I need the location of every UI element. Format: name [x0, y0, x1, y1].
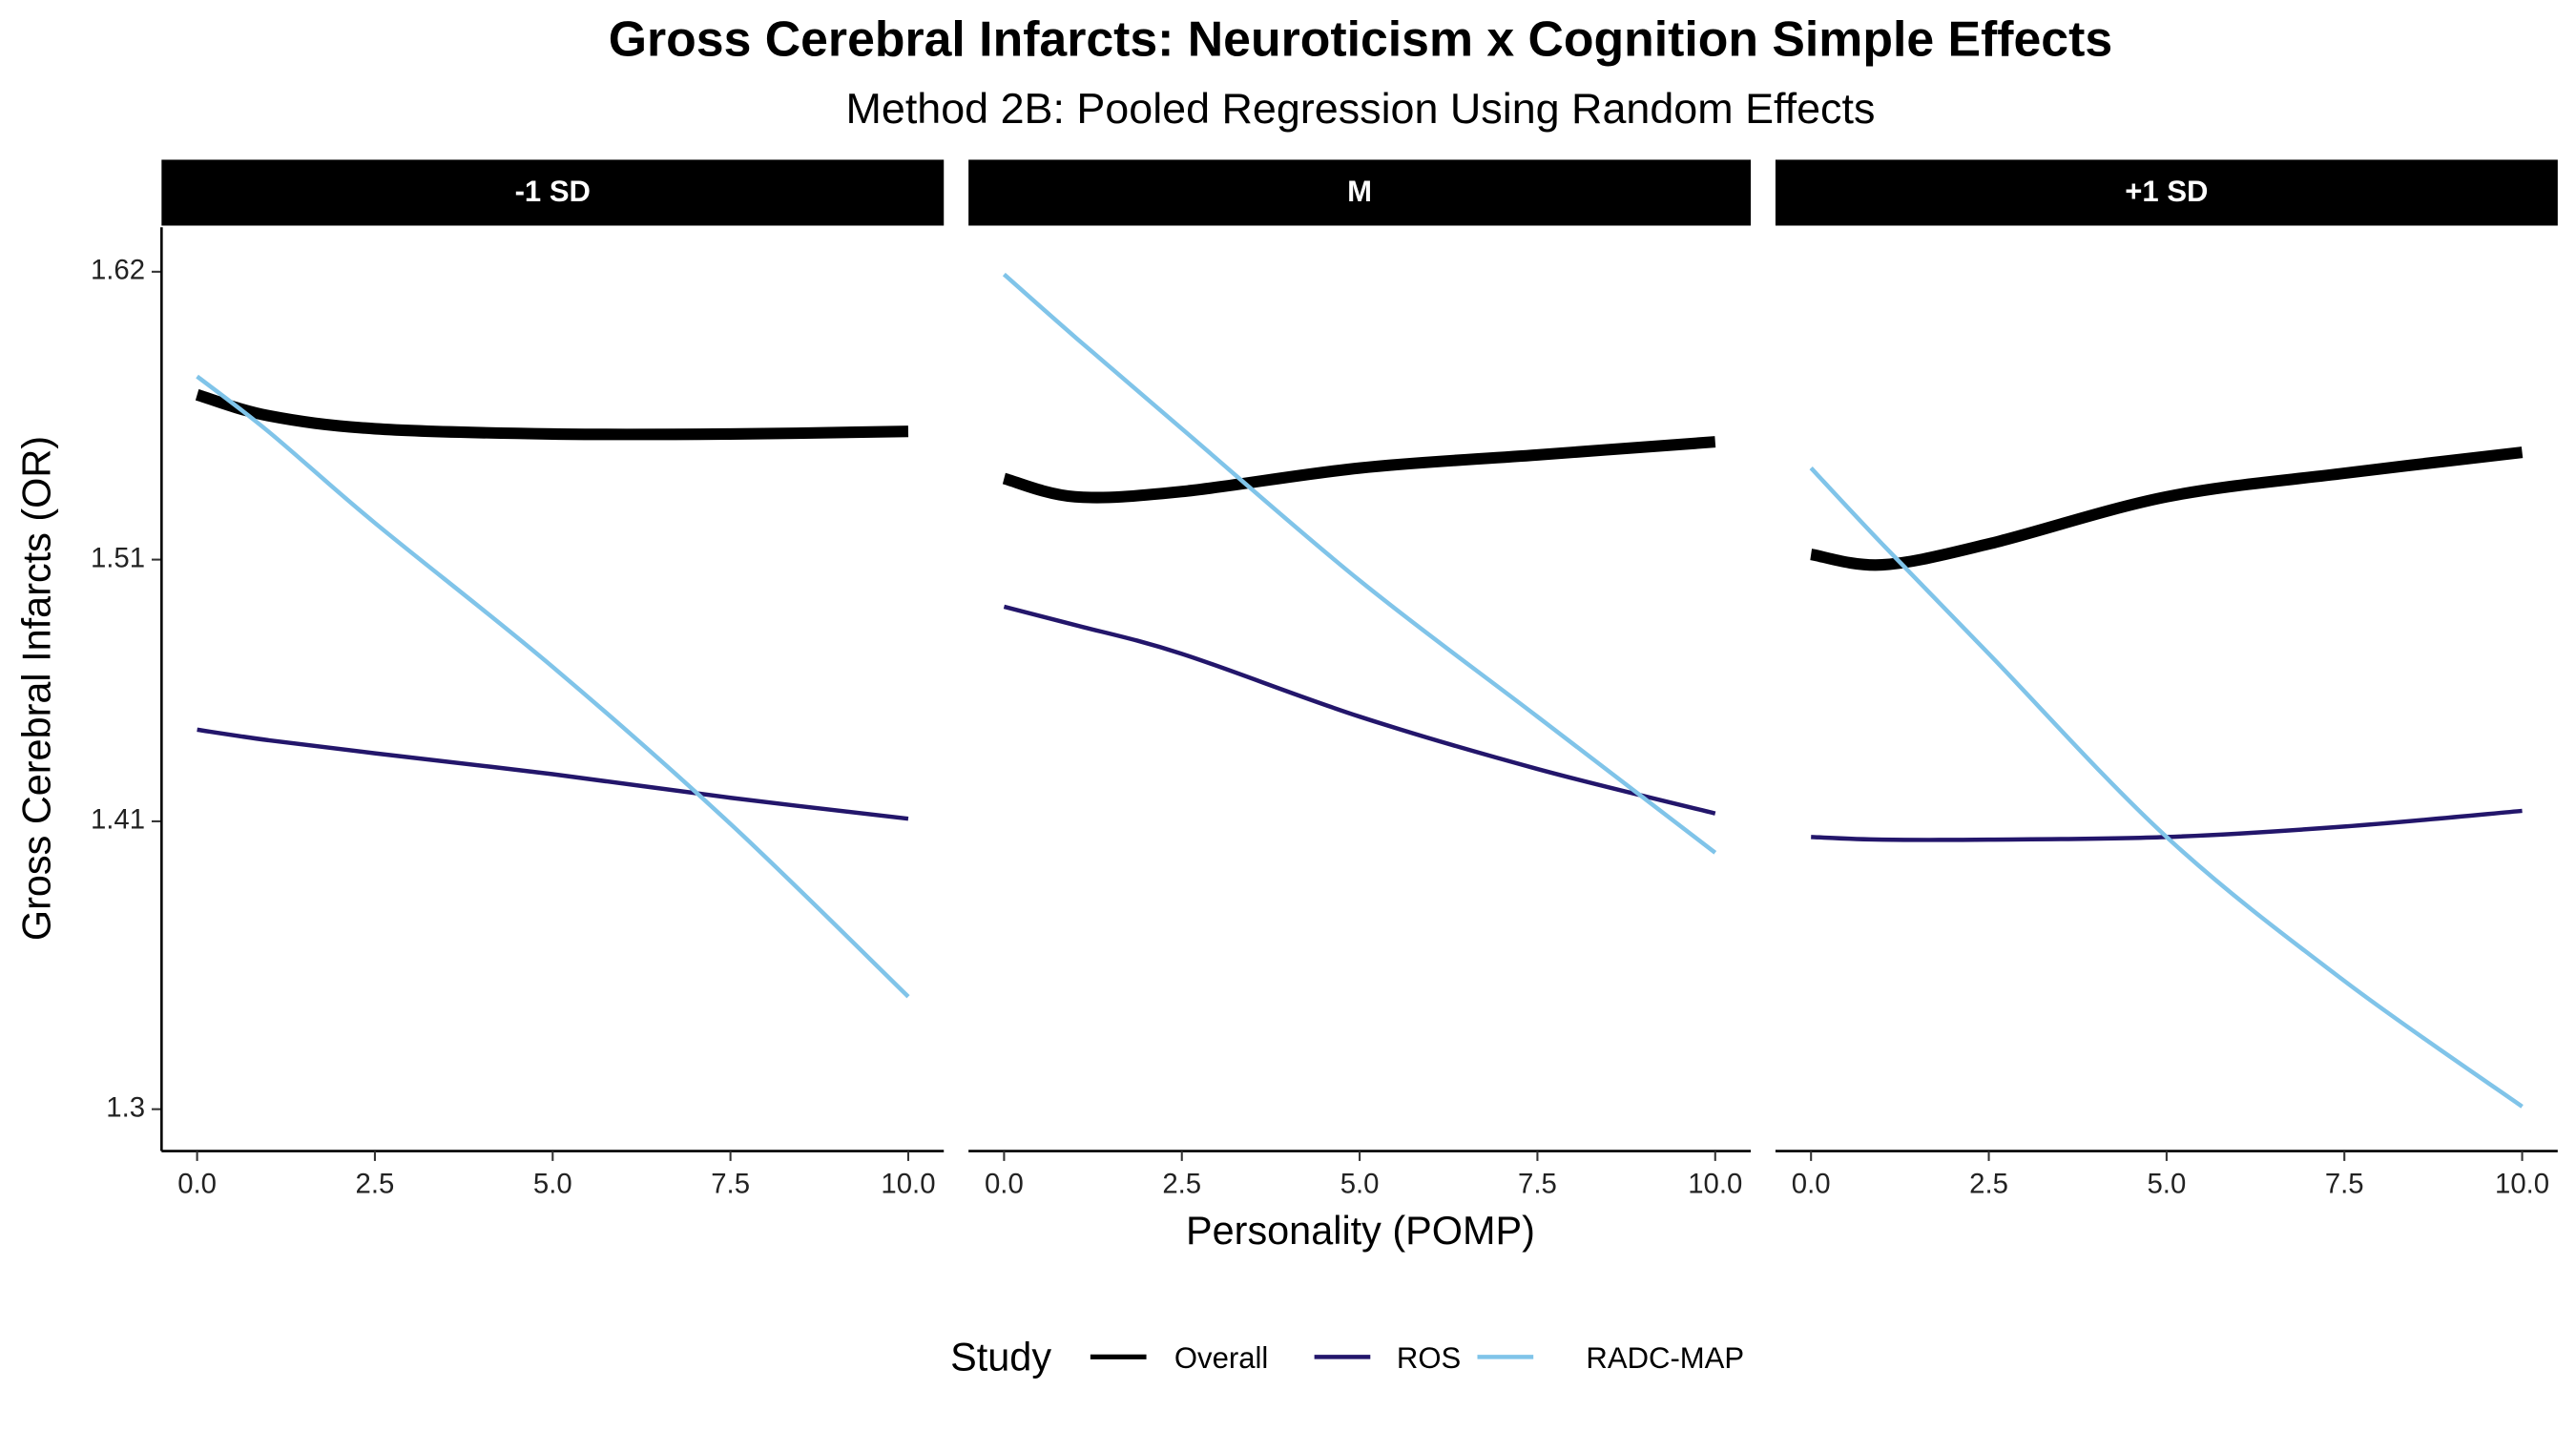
series-line	[196, 374, 910, 999]
legend-title: Study	[950, 1336, 1051, 1379]
strip-label: -1 SD	[515, 175, 591, 208]
x-tick-label: 7.5	[711, 1169, 750, 1200]
chart-subtitle: Method 2B: Pooled Regression Using Rando…	[846, 84, 1876, 133]
panel: M 0.0 2.5 5.0 7.5 10.0	[968, 159, 1752, 1200]
y-tick-label: 1.41	[91, 804, 145, 836]
series-line	[1811, 808, 2523, 842]
panel: -1 SD 0.0 2.5 5.0 7.5 10.0	[161, 159, 945, 1200]
series-line	[1003, 604, 1716, 816]
x-tick-label: 7.5	[2325, 1169, 2364, 1200]
strip-label: +1 SD	[2125, 175, 2208, 208]
chart-title: Gross Cerebral Infarcts: Neuroticism x C…	[609, 11, 2112, 67]
x-tick-label: 5.0	[1340, 1169, 1380, 1200]
x-tick-label: 2.5	[1162, 1169, 1201, 1200]
y-tick-label: 1.3	[106, 1091, 145, 1123]
x-tick-label: 10.0	[2495, 1169, 2549, 1200]
series-line	[1809, 467, 2524, 1109]
strip	[1775, 159, 2558, 226]
y-axis-label: Gross Cerebral Infarcts (OR)	[15, 436, 59, 941]
y-tick-label: 1.62	[91, 255, 145, 286]
x-tick-label: 10.0	[1688, 1169, 1742, 1200]
x-tick-label: 2.5	[1969, 1169, 2008, 1200]
x-tick-label: 0.0	[985, 1169, 1024, 1200]
series-line	[195, 388, 909, 441]
series-line	[1810, 446, 2524, 571]
x-tick-label: 5.0	[2147, 1169, 2186, 1200]
legend-label: RADC-MAP	[1586, 1341, 1744, 1375]
x-tick-label: 5.0	[533, 1169, 572, 1200]
x-tick-label: 2.5	[356, 1169, 395, 1200]
strip	[968, 159, 1752, 226]
x-tick-label: 0.0	[177, 1169, 217, 1200]
series-line	[1002, 272, 1717, 855]
legend-label: Overall	[1174, 1341, 1268, 1375]
x-tick-label: 10.0	[881, 1169, 935, 1200]
y-tick-label: 1.51	[91, 542, 145, 573]
series-line	[1002, 436, 1716, 504]
x-tick-label: 0.0	[1792, 1169, 1831, 1200]
panel: +1 SD 0.0 2.5 5.0 7.5 10.0	[1775, 159, 2558, 1200]
series-line	[197, 727, 909, 821]
strip	[161, 159, 945, 226]
x-tick-label: 7.5	[1518, 1169, 1557, 1200]
legend-label: ROS	[1397, 1341, 1461, 1375]
x-axis-label: Personality (POMP)	[1186, 1209, 1535, 1253]
strip-label: M	[1347, 175, 1372, 208]
